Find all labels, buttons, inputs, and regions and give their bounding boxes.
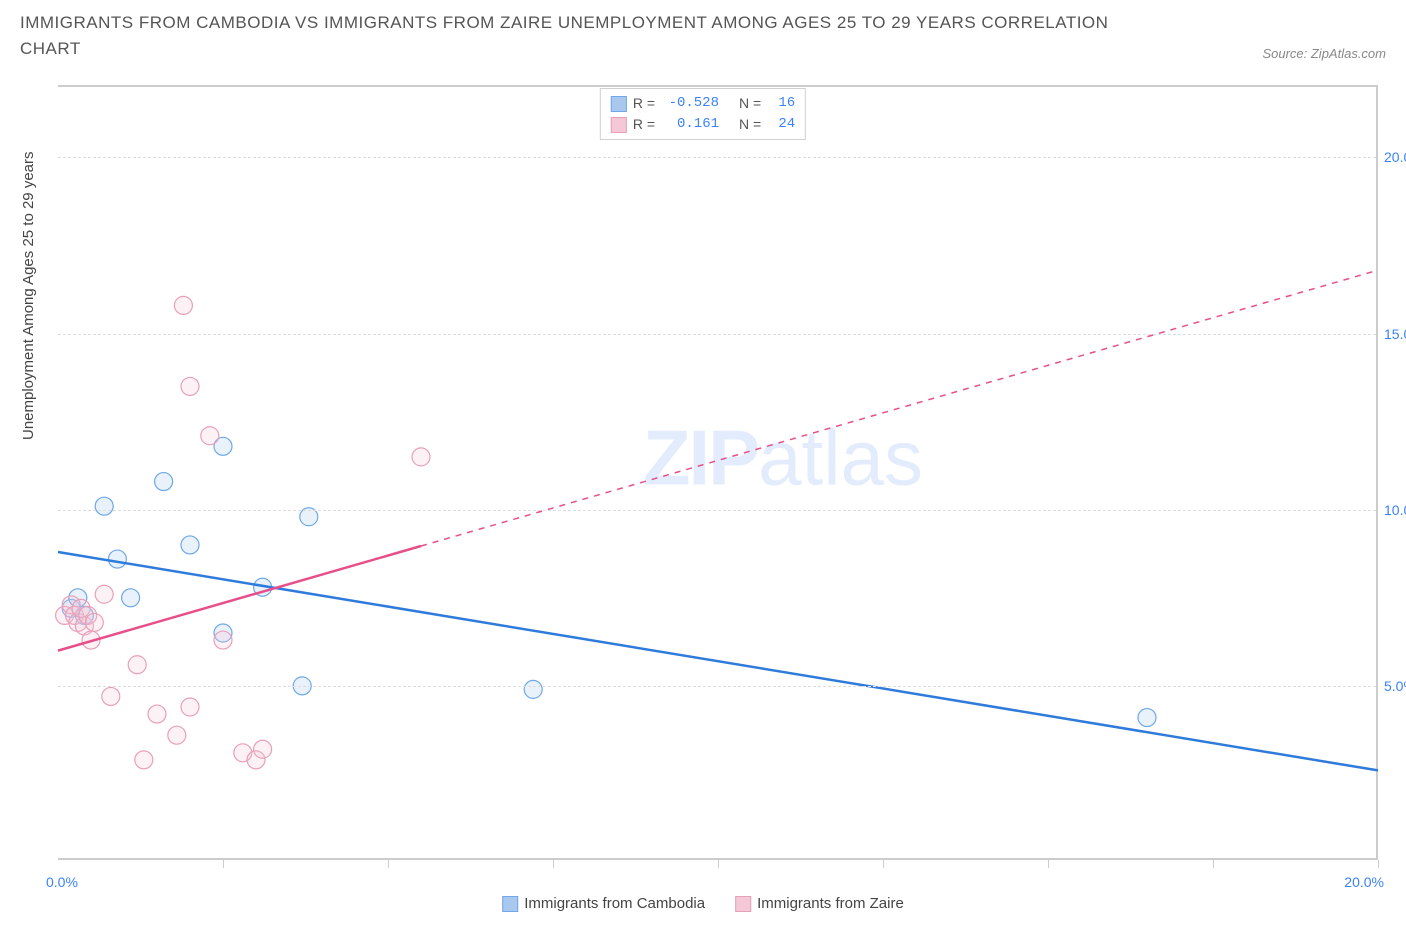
x-tick: [1378, 860, 1379, 868]
scatter-point: [122, 589, 140, 607]
source-prefix: Source:: [1262, 46, 1310, 61]
trend-line: [58, 552, 1378, 770]
y-tick-label: 5.0%: [1384, 678, 1406, 694]
scatter-point: [524, 680, 542, 698]
n-label: N =: [739, 93, 761, 114]
y-tick-label: 10.0%: [1384, 502, 1406, 518]
scatter-point: [95, 497, 113, 515]
scatter-point: [214, 631, 232, 649]
title-line-1: IMMIGRANTS FROM CAMBODIA VS IMMIGRANTS F…: [20, 13, 1108, 32]
scatter-point: [135, 751, 153, 769]
scatter-point: [168, 726, 186, 744]
scatter-point: [181, 377, 199, 395]
scatter-point: [95, 585, 113, 603]
chart-title: IMMIGRANTS FROM CAMBODIA VS IMMIGRANTS F…: [20, 10, 1108, 61]
legend-stats-box: R = -0.528 N = 16 R = 0.161 N = 24: [600, 88, 806, 140]
n-value-zaire: 24: [767, 114, 795, 135]
scatter-point: [102, 687, 120, 705]
scatter-point: [254, 740, 272, 758]
legend-swatch-zaire: [611, 117, 627, 133]
r-label: R =: [633, 114, 655, 135]
legend-stats-row-1: R = 0.161 N = 24: [611, 114, 795, 135]
scatter-point: [108, 550, 126, 568]
x-tick: [223, 860, 224, 868]
trend-line-dashed: [421, 270, 1378, 546]
x-tick: [388, 860, 389, 868]
scatter-point: [181, 698, 199, 716]
gridline-h: [58, 157, 1376, 158]
x-min-label: 0.0%: [46, 874, 78, 890]
scatter-point: [148, 705, 166, 723]
chart-header: IMMIGRANTS FROM CAMBODIA VS IMMIGRANTS F…: [0, 0, 1406, 61]
scatter-point: [128, 656, 146, 674]
legend-bottom-swatch-zaire: [735, 896, 751, 912]
x-tick: [1048, 860, 1049, 868]
title-line-2: CHART: [20, 39, 81, 58]
r-label: R =: [633, 93, 655, 114]
gridline-h: [58, 510, 1376, 511]
y-tick-label: 15.0%: [1384, 326, 1406, 342]
source-name: ZipAtlas.com: [1311, 46, 1386, 61]
scatter-point: [201, 427, 219, 445]
legend-bottom-swatch-cambodia: [502, 896, 518, 912]
chart-plot-area: ZIPatlas 0.0% 20.0% 5.0%10.0%15.0%20.0%: [58, 85, 1378, 860]
source-attribution: Source: ZipAtlas.com: [1262, 46, 1386, 61]
scatter-point: [85, 613, 103, 631]
legend-series-box: Immigrants from Cambodia Immigrants from…: [502, 895, 904, 912]
r-value-cambodia: -0.528: [661, 93, 719, 114]
gridline-h: [58, 334, 1376, 335]
legend-swatch-cambodia: [611, 96, 627, 112]
gridline-h: [58, 686, 1376, 687]
n-value-cambodia: 16: [767, 93, 795, 114]
x-tick: [883, 860, 884, 868]
scatter-point: [174, 296, 192, 314]
x-max-label: 20.0%: [1344, 874, 1384, 890]
legend-item-cambodia: Immigrants from Cambodia: [502, 895, 705, 912]
y-axis-label: Unemployment Among Ages 25 to 29 years: [20, 151, 37, 440]
legend-stats-row-0: R = -0.528 N = 16: [611, 93, 795, 114]
legend-item-zaire: Immigrants from Zaire: [735, 895, 904, 912]
r-value-zaire: 0.161: [661, 114, 719, 135]
x-tick: [1213, 860, 1214, 868]
x-tick: [718, 860, 719, 868]
legend-bottom-label-cambodia: Immigrants from Cambodia: [524, 895, 705, 912]
scatter-point: [155, 473, 173, 491]
scatter-point: [412, 448, 430, 466]
y-tick-label: 20.0%: [1384, 149, 1406, 165]
scatter-point: [1138, 709, 1156, 727]
legend-bottom-label-zaire: Immigrants from Zaire: [757, 895, 904, 912]
scatter-plot-svg: [58, 87, 1376, 860]
n-label: N =: [739, 114, 761, 135]
scatter-point: [181, 536, 199, 554]
x-tick: [553, 860, 554, 868]
